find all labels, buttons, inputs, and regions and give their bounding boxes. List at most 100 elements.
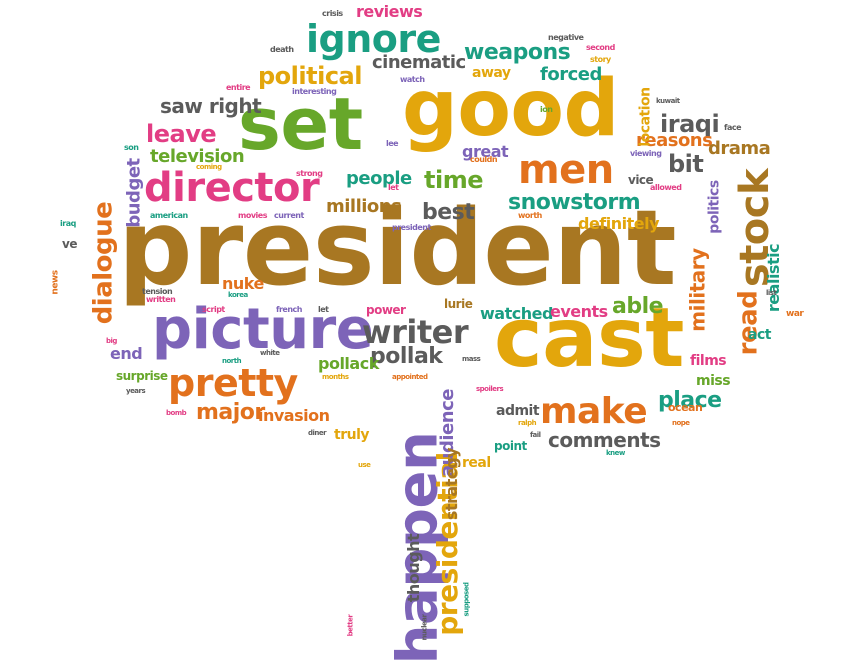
- word-use: use: [358, 461, 371, 469]
- word-ion: ion: [540, 105, 553, 114]
- word-viewing: viewing: [630, 149, 662, 158]
- word-better: better: [346, 614, 355, 637]
- word-set: set: [238, 82, 363, 166]
- word-diner: diner: [308, 429, 327, 437]
- word-months: months: [322, 373, 349, 381]
- word-realistic: realistic: [764, 243, 784, 313]
- word-nuclear: nuclear: [420, 614, 429, 641]
- word-lurie: lurie: [444, 297, 473, 311]
- word-director: director: [144, 165, 320, 211]
- word-bomb: bomb: [166, 409, 187, 417]
- word-films: films: [690, 353, 727, 369]
- word-reviews: reviews: [356, 2, 423, 21]
- word-pretty: pretty: [168, 361, 298, 405]
- word-leave: leave: [146, 120, 217, 148]
- word-spoilers: spoilers: [476, 385, 504, 393]
- word-time: time: [424, 166, 483, 194]
- word-death: death: [270, 45, 294, 54]
- word-pollak: pollak: [370, 344, 443, 369]
- word-television: television: [150, 146, 245, 167]
- word-dialogue: dialogue: [88, 201, 119, 325]
- word-bit: bit: [668, 150, 704, 178]
- word-entire: entire: [226, 83, 251, 92]
- word-supposed: supposed: [462, 582, 471, 617]
- word-tension: tension: [142, 287, 173, 296]
- word-nope: nope: [672, 419, 690, 427]
- word-away: away: [472, 65, 511, 81]
- word-snowstorm: snowstorm: [508, 190, 641, 215]
- word-real: real: [462, 455, 491, 471]
- word-able: able: [612, 294, 664, 319]
- word-worth: worth: [518, 211, 542, 220]
- word-men: men: [518, 147, 614, 193]
- word-picture: picture: [152, 297, 374, 362]
- word-appointed: appointed: [392, 373, 428, 381]
- word-comments: comments: [548, 428, 661, 452]
- word-writer: writer: [362, 313, 469, 351]
- word-north: north: [222, 357, 242, 365]
- word-iraqi: iraqi: [660, 110, 720, 138]
- word-story: story: [590, 55, 611, 64]
- word-saw-right: saw right: [160, 94, 262, 118]
- word-best: best: [422, 200, 475, 225]
- word-drama: drama: [708, 138, 771, 159]
- word-let: let: [388, 183, 399, 192]
- word-president: president: [118, 187, 677, 309]
- word-movies: movies: [238, 211, 267, 220]
- word-president-small: president: [392, 223, 431, 232]
- word-politics: politics: [706, 180, 723, 234]
- word-cast: cast: [494, 291, 684, 386]
- word-ignore: ignore: [306, 17, 441, 61]
- word-strong: strong: [296, 169, 323, 178]
- word-ve: ve: [62, 237, 77, 251]
- word-ocean: ocean: [668, 401, 703, 414]
- word-pollack: pollack: [318, 354, 379, 373]
- word-surprise: surprise: [116, 369, 168, 383]
- word-cinematic: cinematic: [372, 52, 466, 73]
- word-second: second: [586, 43, 615, 52]
- word-big: big: [106, 337, 117, 345]
- word-point: point: [494, 439, 527, 453]
- word-events: events: [550, 302, 608, 321]
- word-white: white: [260, 349, 280, 357]
- word-knew: knew: [606, 449, 625, 457]
- word-make: make: [540, 391, 648, 432]
- word-forced: forced: [540, 64, 602, 85]
- word-lee: lee: [386, 139, 399, 148]
- word-negative: negative: [548, 33, 584, 42]
- word-great: great: [462, 142, 509, 161]
- word-budget: budget: [123, 158, 145, 228]
- word-place: place: [658, 388, 722, 413]
- word-good: good: [402, 64, 619, 154]
- word-kuwait: kuwait: [656, 97, 680, 105]
- word-script: script: [202, 305, 225, 314]
- word-mass: mass: [462, 355, 481, 363]
- word-news: news: [50, 270, 61, 295]
- word-strategy: strategy: [442, 447, 462, 521]
- word-millions: millions: [326, 196, 402, 217]
- word-iraq: iraq: [60, 219, 76, 228]
- word-thought: thought: [404, 533, 424, 603]
- word-watched: watched: [480, 304, 553, 323]
- word-power: power: [366, 303, 406, 317]
- word-let-2: let: [318, 305, 329, 314]
- word-vice: vice: [628, 173, 654, 187]
- word-son: son: [124, 143, 139, 152]
- word-face: face: [724, 123, 742, 132]
- word-admit: admit: [496, 403, 540, 419]
- word-military: military: [685, 248, 710, 332]
- word-written: written: [146, 295, 176, 304]
- word-years: years: [126, 387, 146, 395]
- word-political: political: [258, 62, 362, 90]
- word-weapons: weapons: [464, 40, 571, 65]
- word-korea: korea: [228, 291, 248, 299]
- word-nuke: nuke: [222, 274, 264, 293]
- word-end: end: [110, 344, 143, 363]
- word-american: american: [150, 211, 188, 220]
- word-truly: truly: [334, 427, 370, 443]
- word-act: act: [748, 327, 771, 343]
- word-coming: coming: [196, 163, 222, 171]
- word-french: french: [276, 305, 302, 314]
- word-couldn: couldn: [470, 155, 498, 164]
- word-war: war: [786, 309, 804, 319]
